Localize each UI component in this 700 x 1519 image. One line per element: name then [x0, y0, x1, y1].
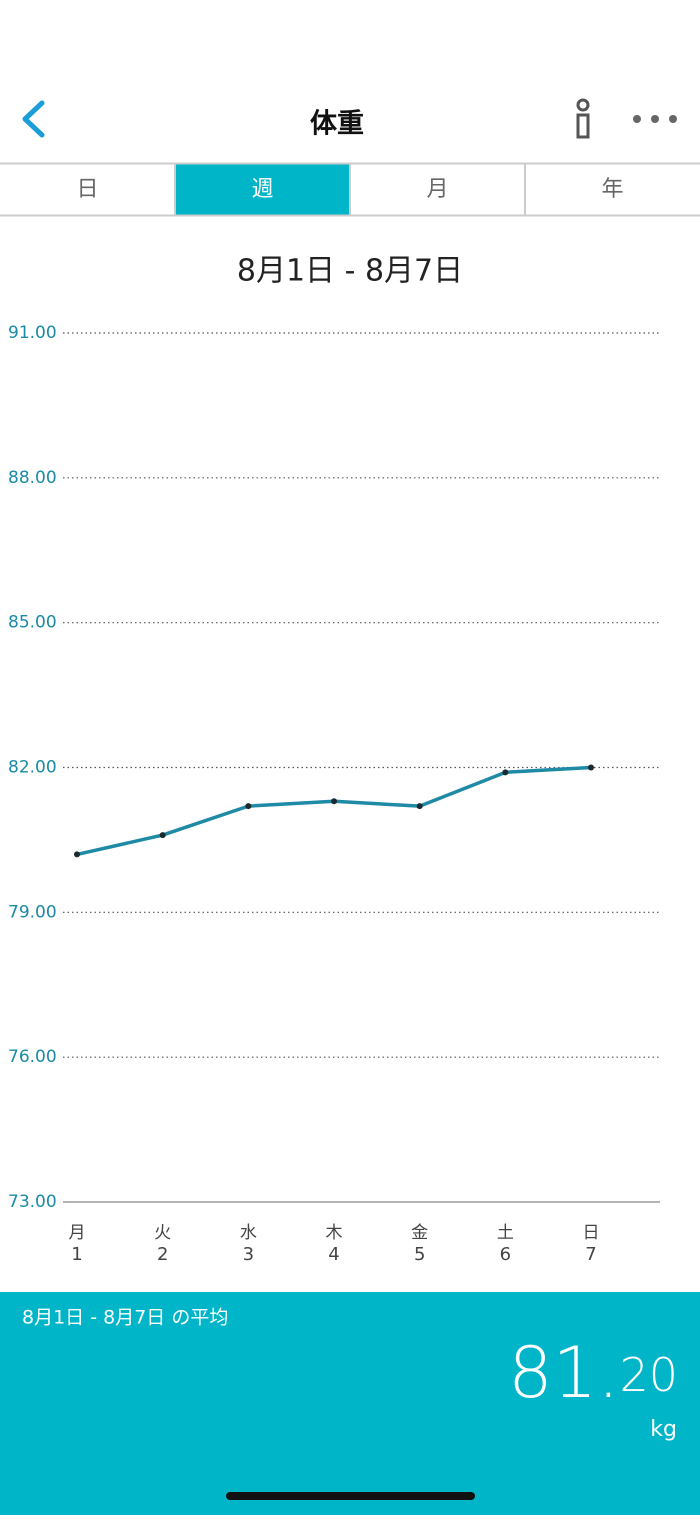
y-tick-label: 88.00 — [8, 468, 57, 488]
home-indicator — [226, 1492, 475, 1500]
summary-panel — [0, 1292, 700, 1515]
tab[interactable]: 月 — [349, 164, 449, 215]
x-tick-day: 7 — [585, 1244, 596, 1265]
point — [416, 803, 423, 810]
summary-value: 81.20 — [508, 1332, 678, 1414]
x-tick-label: 水 — [240, 1223, 257, 1243]
info-button[interactable] — [576, 98, 590, 139]
point — [331, 798, 338, 805]
summary-unit: kg — [650, 1417, 677, 1442]
x-tick-day: 4 — [328, 1244, 339, 1265]
header-title: 体重 — [310, 109, 364, 140]
x-tick-label: 日 — [583, 1223, 600, 1243]
chart-title: 8月1日 - 8月7日 — [237, 254, 463, 289]
tab[interactable]: 週 — [174, 164, 350, 215]
x-tick-day: 5 — [414, 1244, 425, 1265]
x-tick-label: 火 — [154, 1223, 171, 1243]
y-tick-label: 79.00 — [8, 902, 57, 922]
point — [588, 764, 595, 771]
x-tick-day: 3 — [243, 1244, 254, 1265]
average-minor: 20 — [619, 1348, 678, 1402]
y-tick-label: 85.00 — [8, 613, 57, 633]
point — [245, 803, 252, 810]
point — [74, 851, 80, 858]
tab-active-bg — [175, 164, 350, 215]
x-tick-label: 木 — [326, 1223, 343, 1243]
back-button[interactable] — [22, 100, 45, 138]
tab-label: 週 — [251, 177, 273, 202]
x-tick-label: 月 — [69, 1223, 86, 1243]
line — [76, 765, 592, 857]
x-tick-label: 土 — [497, 1223, 514, 1243]
more-button[interactable] — [633, 115, 677, 123]
tab-label: 年 — [601, 177, 623, 202]
y-tick-label: 76.00 — [8, 1047, 57, 1067]
y-tick-label: 91.00 — [8, 323, 57, 343]
point — [502, 769, 509, 776]
x-tick-day: 2 — [157, 1244, 168, 1265]
summary-label: 8月1日 - 8月7日 の平均 — [22, 1307, 228, 1329]
tab[interactable]: 年 — [524, 164, 624, 215]
point — [159, 832, 166, 839]
y-tick-label: 73.00 — [8, 1192, 57, 1212]
tab[interactable]: 日 — [76, 177, 98, 202]
tab-label: 日 — [76, 177, 98, 202]
y-tick-label: 82.00 — [8, 758, 57, 778]
tab-label: 月 — [426, 177, 448, 202]
x-tick-day: 6 — [500, 1244, 511, 1265]
average-major: 81. — [508, 1332, 619, 1414]
x-tick-day: 1 — [71, 1244, 82, 1265]
x-tick-label: 金 — [411, 1223, 428, 1243]
